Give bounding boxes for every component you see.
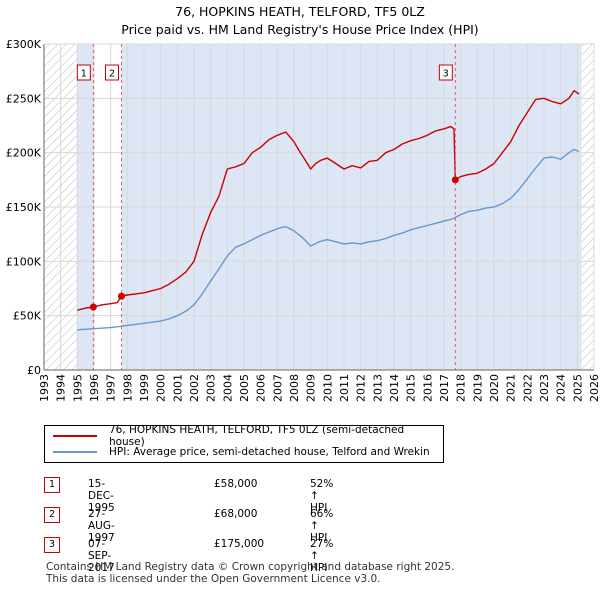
x-tick-label: 1997: [105, 374, 118, 402]
transaction-price: £175,000: [214, 538, 265, 550]
legend-swatch-hpi: [53, 451, 97, 453]
sale-label: 3: [443, 69, 449, 80]
x-tick-label: 2022: [521, 374, 534, 402]
x-tick-label: 2009: [305, 374, 318, 402]
x-tick-label: 2011: [338, 374, 351, 402]
transaction-price: £58,000: [214, 478, 258, 490]
y-tick-label: £150K: [6, 201, 42, 214]
legend-item-property: 76, HOPKINS HEATH, TELFORD, TF5 0LZ (sem…: [53, 424, 443, 448]
x-tick-label: 2023: [538, 374, 551, 402]
sale-label: 2: [109, 69, 115, 80]
x-tick-label: 2007: [271, 374, 284, 402]
x-tick-label: 2001: [171, 374, 184, 402]
x-tick-label: 2013: [371, 374, 384, 402]
x-tick-label: 2006: [255, 374, 268, 402]
x-tick-label: 2021: [505, 374, 518, 402]
x-tick-label: 1994: [55, 374, 68, 402]
x-tick-label: 1999: [138, 374, 151, 402]
y-tick-label: £0: [27, 364, 41, 377]
sale-point: [89, 303, 97, 311]
sale-label-box: [105, 64, 119, 81]
legend-item-hpi: HPI: Average price, semi-detached house,…: [53, 444, 430, 460]
x-tick-label: 1995: [71, 374, 84, 402]
x-tick-label: 1993: [38, 374, 51, 402]
y-tick-label: £50K: [13, 310, 42, 323]
chart-title: 76, HOPKINS HEATH, TELFORD, TF5 0LZ: [175, 4, 425, 19]
x-tick-label: 2015: [405, 374, 418, 402]
y-tick-label: £100K: [6, 255, 42, 268]
transaction-hpi: 27% ↑ HPI: [310, 538, 334, 574]
x-tick-label: 2005: [238, 374, 251, 402]
legend-swatch-property: [53, 435, 97, 437]
x-tick-label: 2020: [488, 374, 501, 402]
transaction-number: 1: [44, 477, 60, 493]
x-tick-label: 2003: [205, 374, 218, 402]
transaction-date: 27-AUG-1997: [88, 508, 115, 544]
footer-licence: This data is licensed under the Open Gov…: [46, 573, 381, 585]
y-tick-label: £250K: [6, 92, 42, 105]
hpi-series-line: [77, 148, 580, 331]
x-tick-label: 2024: [555, 374, 568, 402]
legend-label-hpi: HPI: Average price, semi-detached house,…: [109, 446, 430, 458]
transaction-date: 07-SEP-2017: [88, 538, 115, 574]
x-tick-label: 2019: [471, 374, 484, 402]
y-tick-label: £200K: [6, 147, 42, 160]
transaction-number: 2: [44, 507, 60, 523]
x-tick-label: 2010: [321, 374, 334, 402]
chart-subtitle: Price paid vs. HM Land Registry's House …: [121, 22, 479, 37]
x-tick-label: 2016: [421, 374, 434, 402]
x-tick-label: 2000: [155, 374, 168, 402]
x-tick-label: 2012: [355, 374, 368, 402]
x-tick-label: 2008: [288, 374, 301, 402]
transaction-price: £68,000: [214, 508, 258, 520]
transaction-hpi: 52% ↑ HPI: [310, 478, 334, 514]
transaction-date: 15-DEC-1995: [88, 478, 115, 514]
footer-copyright: Contains HM Land Registry data © Crown c…: [46, 561, 455, 573]
transaction-hpi: 66% ↑ HPI: [310, 508, 334, 544]
x-tick-label: 2014: [388, 374, 401, 402]
legend-label-property: 76, HOPKINS HEATH, TELFORD, TF5 0LZ (sem…: [108, 424, 405, 448]
sale-label-box: [438, 64, 453, 81]
x-tick-label: 2002: [188, 374, 201, 402]
x-tick-label: 2026: [588, 374, 600, 402]
property-series-line: [77, 89, 580, 311]
x-tick-label: 2017: [438, 374, 451, 402]
y-tick-label: £300K: [6, 38, 42, 51]
sale-label: 1: [81, 69, 87, 80]
sale-label-box: [76, 64, 91, 81]
x-tick-label: 2018: [455, 374, 468, 402]
x-tick-label: 1996: [88, 374, 101, 402]
sale-point: [451, 176, 459, 184]
price-chart: 1 2 3 £0 £50K £100K £150K £200K £250K £300K 1993 1…: [6, 38, 600, 402]
x-tick-label: 2025: [571, 374, 584, 402]
x-tick-label: 1998: [121, 374, 134, 402]
legend: 76, HOPKINS HEATH, TELFORD, TF5 0LZ (sem…: [44, 424, 444, 463]
sale-point: [118, 292, 125, 300]
x-tick-label: 2004: [221, 374, 234, 402]
transaction-number: 3: [44, 537, 60, 553]
